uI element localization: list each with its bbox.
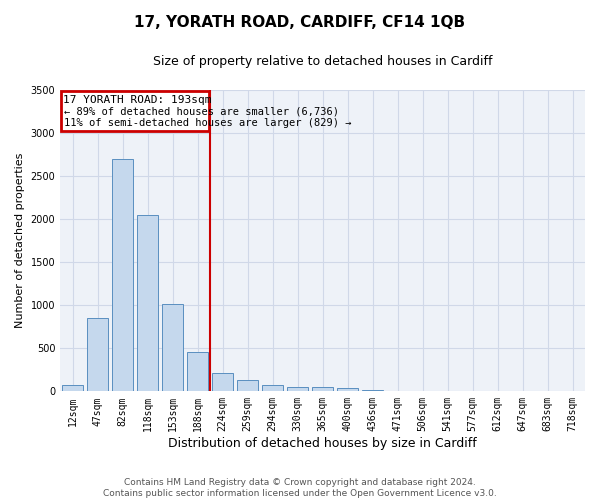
Bar <box>62 385 83 392</box>
Bar <box>237 380 258 392</box>
Bar <box>337 388 358 392</box>
Bar <box>262 386 283 392</box>
X-axis label: Distribution of detached houses by size in Cardiff: Distribution of detached houses by size … <box>168 437 477 450</box>
Text: 11% of semi-detached houses are larger (829) →: 11% of semi-detached houses are larger (… <box>64 118 352 128</box>
Bar <box>312 388 333 392</box>
Bar <box>387 390 408 392</box>
FancyBboxPatch shape <box>61 91 209 132</box>
Text: 17, YORATH ROAD, CARDIFF, CF14 1QB: 17, YORATH ROAD, CARDIFF, CF14 1QB <box>134 15 466 30</box>
Bar <box>187 352 208 392</box>
Bar <box>287 386 308 392</box>
Bar <box>137 215 158 392</box>
Title: Size of property relative to detached houses in Cardiff: Size of property relative to detached ho… <box>153 55 493 68</box>
Bar <box>87 318 108 392</box>
Text: 17 YORATH ROAD: 193sqm: 17 YORATH ROAD: 193sqm <box>64 96 212 106</box>
Bar <box>212 374 233 392</box>
Bar <box>112 159 133 392</box>
Text: ← 89% of detached houses are smaller (6,736): ← 89% of detached houses are smaller (6,… <box>64 106 339 117</box>
Bar <box>362 390 383 392</box>
Text: Contains HM Land Registry data © Crown copyright and database right 2024.
Contai: Contains HM Land Registry data © Crown c… <box>103 478 497 498</box>
Y-axis label: Number of detached properties: Number of detached properties <box>15 153 25 328</box>
Bar <box>162 304 183 392</box>
